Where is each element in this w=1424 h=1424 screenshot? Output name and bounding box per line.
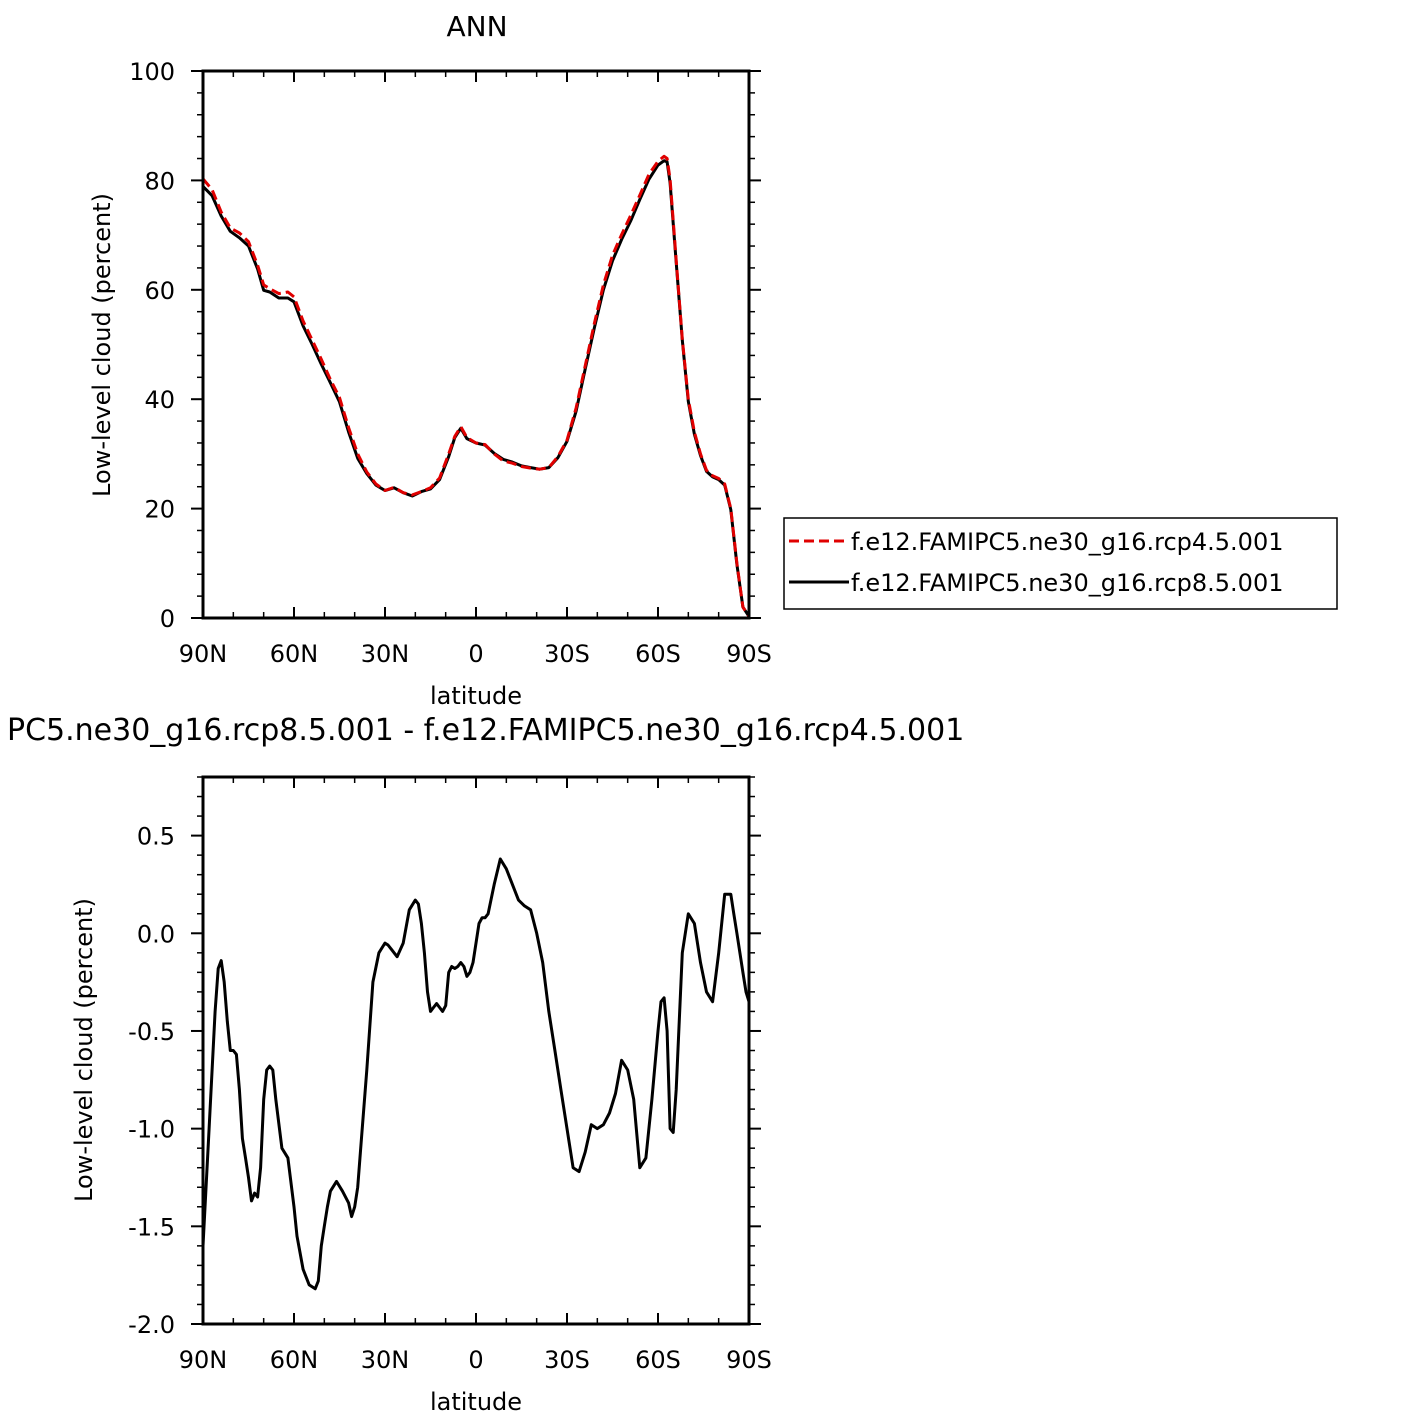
top-series-group	[201, 154, 751, 618]
top-x-tick-label: 60S	[635, 640, 681, 668]
top-y-tick-label: 0	[160, 605, 175, 633]
bottom-panel: PC5.ne30_g16.rcp8.5.001 - f.e12.FAMIPC5.…	[7, 713, 964, 1416]
bottom-x-tick-label: 30N	[361, 1346, 410, 1374]
legend-label-rcp85: f.e12.FAMIPC5.ne30_g16.rcp8.5.001	[851, 569, 1284, 597]
bottom-x-tick-label: 60S	[635, 1346, 681, 1374]
bottom-x-tick-label: 90N	[179, 1346, 228, 1374]
bottom-y-tick-label: 0.0	[137, 920, 175, 948]
top-x-tick-label: 30N	[361, 640, 410, 668]
bottom-y-tick-label: -2.0	[128, 1311, 175, 1339]
bottom-chart-title: PC5.ne30_g16.rcp8.5.001 - f.e12.FAMIPC5.…	[7, 713, 964, 748]
top-x-tick-label: 90S	[726, 640, 772, 668]
top-y-tick-label: 80	[144, 167, 175, 195]
top-series-line-1	[201, 159, 751, 618]
bottom-x-tick-label: 90S	[726, 1346, 772, 1374]
top-axis-ticks: 90N 60N 30N 0 30S 60S 90S 0 20 40 60 80 100	[129, 58, 772, 668]
bottom-x-tick-label: 30S	[544, 1346, 590, 1374]
top-y-tick-label: 40	[144, 386, 175, 414]
bottom-x-tick-label: 60N	[270, 1346, 319, 1374]
top-x-tick-label: 0	[468, 640, 483, 668]
bottom-y-tick-label: -1.0	[128, 1116, 175, 1144]
bottom-axis-ticks: 90N 60N 30N 0 30S 60S 90S -2.0 -1.5 -1.0 -0.5 0.0 0.…	[128, 776, 772, 1374]
top-x-tick-label: 90N	[179, 640, 228, 668]
top-x-axis-label: latitude	[430, 682, 522, 710]
top-series-line-0	[201, 154, 751, 618]
bottom-y-tick-label: 0.5	[137, 823, 175, 851]
top-panel: ANN Low-level cloud (percent) latitude 9…	[88, 10, 772, 710]
bottom-y-axis-label: Low-level cloud (percent)	[70, 898, 98, 1202]
bottom-x-axis-label: latitude	[430, 1388, 522, 1416]
bottom-x-tick-label: 0	[468, 1346, 483, 1374]
bottom-series-group	[201, 857, 751, 1291]
top-y-tick-label: 100	[129, 58, 175, 86]
legend-label-rcp45: f.e12.FAMIPC5.ne30_g16.rcp4.5.001	[851, 528, 1284, 556]
top-x-tick-label: 30S	[544, 640, 590, 668]
bottom-y-tick-label: -0.5	[128, 1018, 175, 1046]
bottom-series-line-0	[201, 857, 751, 1291]
bottom-plot-frame	[201, 775, 751, 1326]
top-y-tick-label: 20	[144, 496, 175, 524]
legend-box	[783, 517, 1338, 610]
top-y-axis-label: Low-level cloud (percent)	[88, 193, 116, 497]
top-plot-frame	[201, 69, 751, 620]
bottom-y-tick-label: -1.5	[128, 1213, 175, 1241]
top-x-tick-label: 60N	[270, 640, 319, 668]
top-y-tick-label: 60	[144, 277, 175, 305]
top-chart-title: ANN	[446, 10, 507, 43]
legend: f.e12.FAMIPC5.ne30_g16.rcp4.5.001 f.e12.…	[783, 517, 1338, 610]
